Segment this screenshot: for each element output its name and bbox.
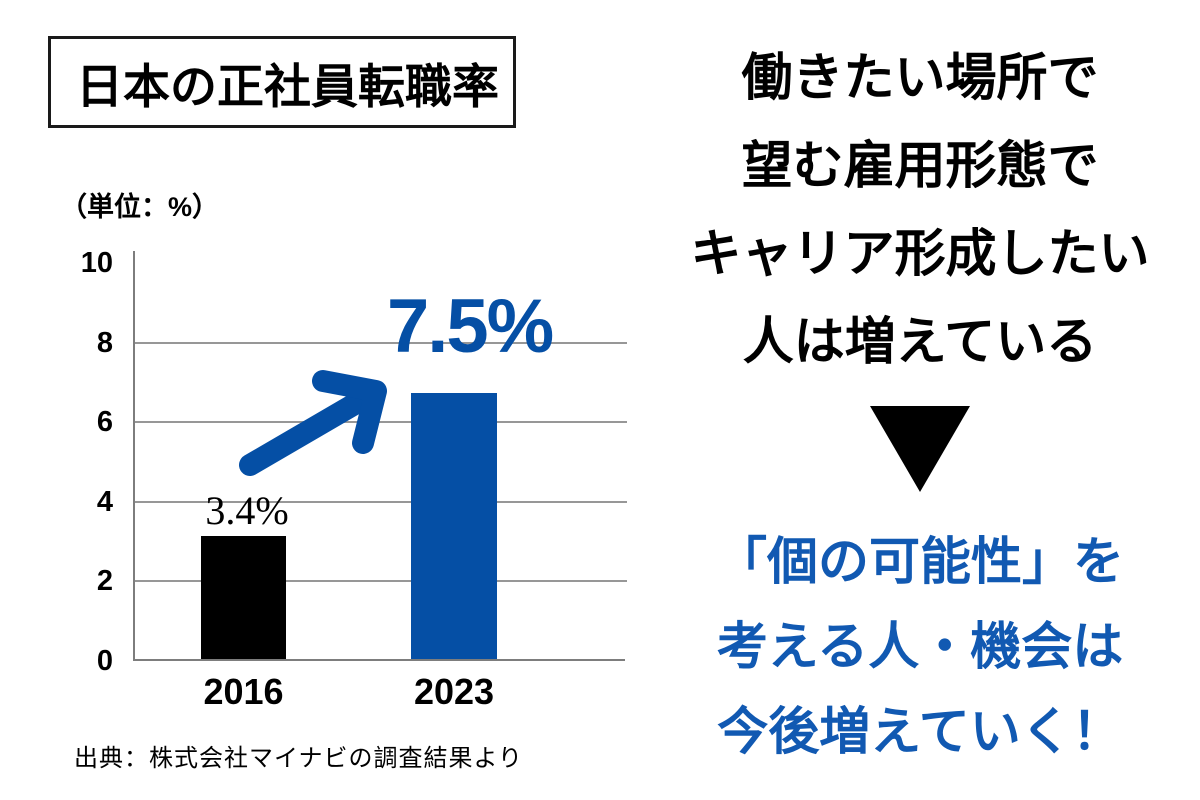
claim-line-3: キャリア形成したい [690,225,1150,282]
conclusion-line-3: 今後増えていく！ [717,703,1123,760]
message-panel: 働きたい場所で 望む雇用形態で キャリア形成したい 人は増えている 「個の可能性… [640,50,1200,789]
conclusion-line-1: 「個の可能性」を [715,533,1124,590]
increase-arrow-icon [239,370,387,476]
y-axis-tick-label: 2 [96,565,113,598]
claim-line-1: 働きたい場所で [741,49,1099,106]
chart-title-box: 日本の正社員転職率 [48,36,516,128]
bar-value-label-2016: 3.4% [205,488,289,533]
conclusion-line-2: 考える人・機会は [716,618,1124,675]
source-citation: 出典：株式会社マイナビの調査結果より [74,745,524,772]
bar-2016 [201,536,286,659]
y-axis-tick-label: 10 [80,247,113,279]
plot-area: 3.4% 7.5% 2016 2023 10 8 6 4 2 0 [81,248,627,712]
gridline [135,580,627,583]
y-axis-line [133,251,135,263]
y-axis-tick-label: 8 [96,326,113,359]
unit-label: （単位：%） [60,192,220,222]
y-axis-tick-label: 0 [96,645,113,677]
claim-line-4: 人は増えている [742,313,1098,370]
gridline [135,341,627,344]
gridline [135,500,627,503]
bar-2023 [411,393,497,659]
gridline [135,421,627,424]
x-axis-label-2016: 2016 [203,671,284,712]
y-axis-tick-label: 4 [96,485,113,518]
bar-value-label-2023: 7.5% [387,284,554,369]
chart-title: 日本の正社員転職率 [76,59,499,113]
down-triangle-icon [870,406,970,492]
claim-line-2: 望む雇用形態で [741,137,1099,194]
x-axis-label-2023: 2023 [413,671,495,712]
y-axis-tick-label: 6 [96,406,113,439]
